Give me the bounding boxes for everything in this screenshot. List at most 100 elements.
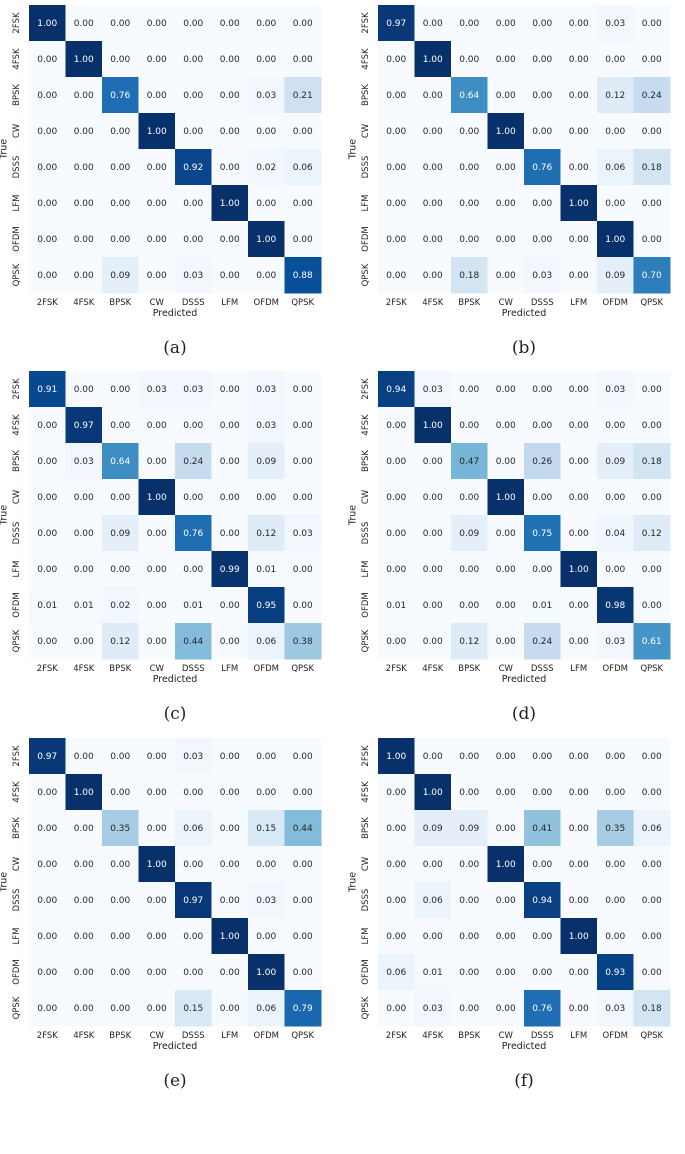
cell-value-label: 0.00	[220, 385, 240, 395]
cell-value-label: 0.03	[532, 271, 552, 281]
heatmap-cell	[597, 41, 634, 78]
heatmap-cell	[29, 257, 66, 294]
heatmap-cell	[524, 443, 561, 480]
heatmap-cell	[597, 185, 634, 222]
cell-value-label: 0.00	[110, 385, 130, 395]
heatmap-cell	[524, 954, 561, 991]
cell-value-label: 0.95	[256, 601, 276, 611]
y-axis-label: True	[348, 505, 359, 526]
cell-value-label: 0.64	[110, 457, 130, 467]
confusion-matrix-3: 0.91 0.00 0.00 0.03 0.03 0.00 0.03 0.00 0.00 0.97…	[0, 371, 322, 724]
cell-value-label: 0.00	[183, 19, 203, 29]
heatmap-cell	[284, 407, 322, 444]
cell-value-label: 0.00	[74, 637, 94, 647]
heatmap-cell	[378, 954, 415, 991]
heatmap-cell	[284, 990, 322, 1027]
heatmap-cell	[414, 990, 452, 1027]
cell-value-label: 0.44	[293, 824, 313, 834]
cell-value-label: 0.00	[459, 788, 479, 798]
heatmap-cell	[597, 774, 634, 811]
cell-value-label: 0.00	[423, 493, 443, 503]
heatmap-cell	[102, 882, 139, 919]
x-axis-label: Predicted	[153, 674, 198, 685]
cell-value-label: 1.00	[496, 127, 516, 137]
cell-value-label: 0.00	[37, 235, 57, 245]
heatmap-cell	[284, 479, 322, 516]
cell-value-label: 0.00	[605, 127, 625, 137]
cell-value-label: 0.03	[74, 457, 94, 467]
heatmap-cell	[378, 443, 415, 480]
cell-value-label: 0.00	[110, 788, 130, 798]
heatmap-cell	[560, 623, 598, 660]
cell-value-label: 0.03	[605, 19, 625, 29]
heatmap-cell	[175, 407, 212, 444]
x-tick-label: DSSS	[531, 298, 554, 308]
heatmap-cell	[524, 623, 561, 660]
cell-value-label: 0.00	[459, 199, 479, 209]
heatmap-cell	[138, 882, 176, 919]
cell-value-label: 0.03	[256, 421, 276, 431]
heatmap-cell	[248, 113, 285, 150]
heatmap-cell	[138, 371, 176, 408]
cell-value-label: 0.00	[37, 932, 57, 942]
cell-value-label: 0.00	[386, 565, 406, 575]
cell-value-label: 0.76	[110, 91, 130, 101]
cell-value-label: 0.00	[496, 637, 516, 647]
cell-value-label: 0.00	[496, 601, 516, 611]
cell-value-label: 0.00	[569, 601, 589, 611]
y-tick-label: BPSK	[12, 450, 22, 472]
cell-value-label: 0.76	[532, 1004, 552, 1014]
heatmap-cell	[138, 990, 176, 1027]
cell-value-label: 0.00	[569, 860, 589, 870]
cell-value-label: 0.00	[147, 55, 167, 65]
cell-value-label: 0.00	[256, 860, 276, 870]
heatmap-cell	[414, 738, 452, 775]
cell-value-label: 0.00	[147, 163, 167, 173]
heatmap-cell	[102, 221, 139, 258]
heatmap-cell	[451, 113, 488, 150]
cell-value-label: 0.02	[256, 163, 276, 173]
cell-value-label: 0.00	[642, 860, 662, 870]
heatmap-cell	[175, 738, 212, 775]
heatmap-cell	[524, 882, 561, 919]
heatmap-cell	[102, 257, 139, 294]
cell-value-label: 0.18	[459, 271, 479, 281]
cell-value-label: 0.00	[642, 968, 662, 978]
cell-value-label: 0.00	[642, 565, 662, 575]
cell-value-label: 0.00	[256, 199, 276, 209]
heatmap-cell	[248, 41, 285, 78]
cell-value-label: 1.00	[423, 421, 443, 431]
heatmap-cell	[487, 882, 525, 919]
cell-value-label: 0.92	[183, 163, 203, 173]
cell-value-label: 0.00	[459, 1004, 479, 1014]
cell-value-label: 0.03	[256, 385, 276, 395]
heatmap-cell	[175, 479, 212, 516]
cell-value-label: 0.00	[459, 19, 479, 29]
heatmap-cell	[560, 371, 598, 408]
cell-value-label: 0.00	[386, 896, 406, 906]
heatmap-cell	[65, 221, 103, 258]
cell-value-label: 0.06	[642, 824, 662, 834]
heatmap-cell	[597, 623, 634, 660]
heatmap-cell	[633, 5, 671, 42]
heatmap-cell	[248, 774, 285, 811]
heatmap-cell	[211, 515, 249, 552]
cell-value-label: 0.00	[183, 199, 203, 209]
heatmap-cell	[211, 407, 249, 444]
heatmap-cell	[29, 846, 66, 883]
cell-value-label: 0.00	[293, 752, 313, 762]
heatmap-cell	[378, 371, 415, 408]
heatmap-cell	[597, 221, 634, 258]
cell-value-label: 0.00	[642, 601, 662, 611]
heatmap-cell	[29, 77, 66, 114]
cell-value-label: 0.01	[183, 601, 203, 611]
heatmap-cell	[451, 41, 488, 78]
cell-value-label: 0.00	[147, 421, 167, 431]
heatmap-cell	[378, 113, 415, 150]
heatmap-cell	[378, 882, 415, 919]
heatmap-cell	[138, 623, 176, 660]
cell-value-label: 0.03	[605, 637, 625, 647]
cell-value-label: 0.00	[147, 199, 167, 209]
cell-value-label: 0.03	[293, 529, 313, 539]
cell-value-label: 0.00	[532, 752, 552, 762]
